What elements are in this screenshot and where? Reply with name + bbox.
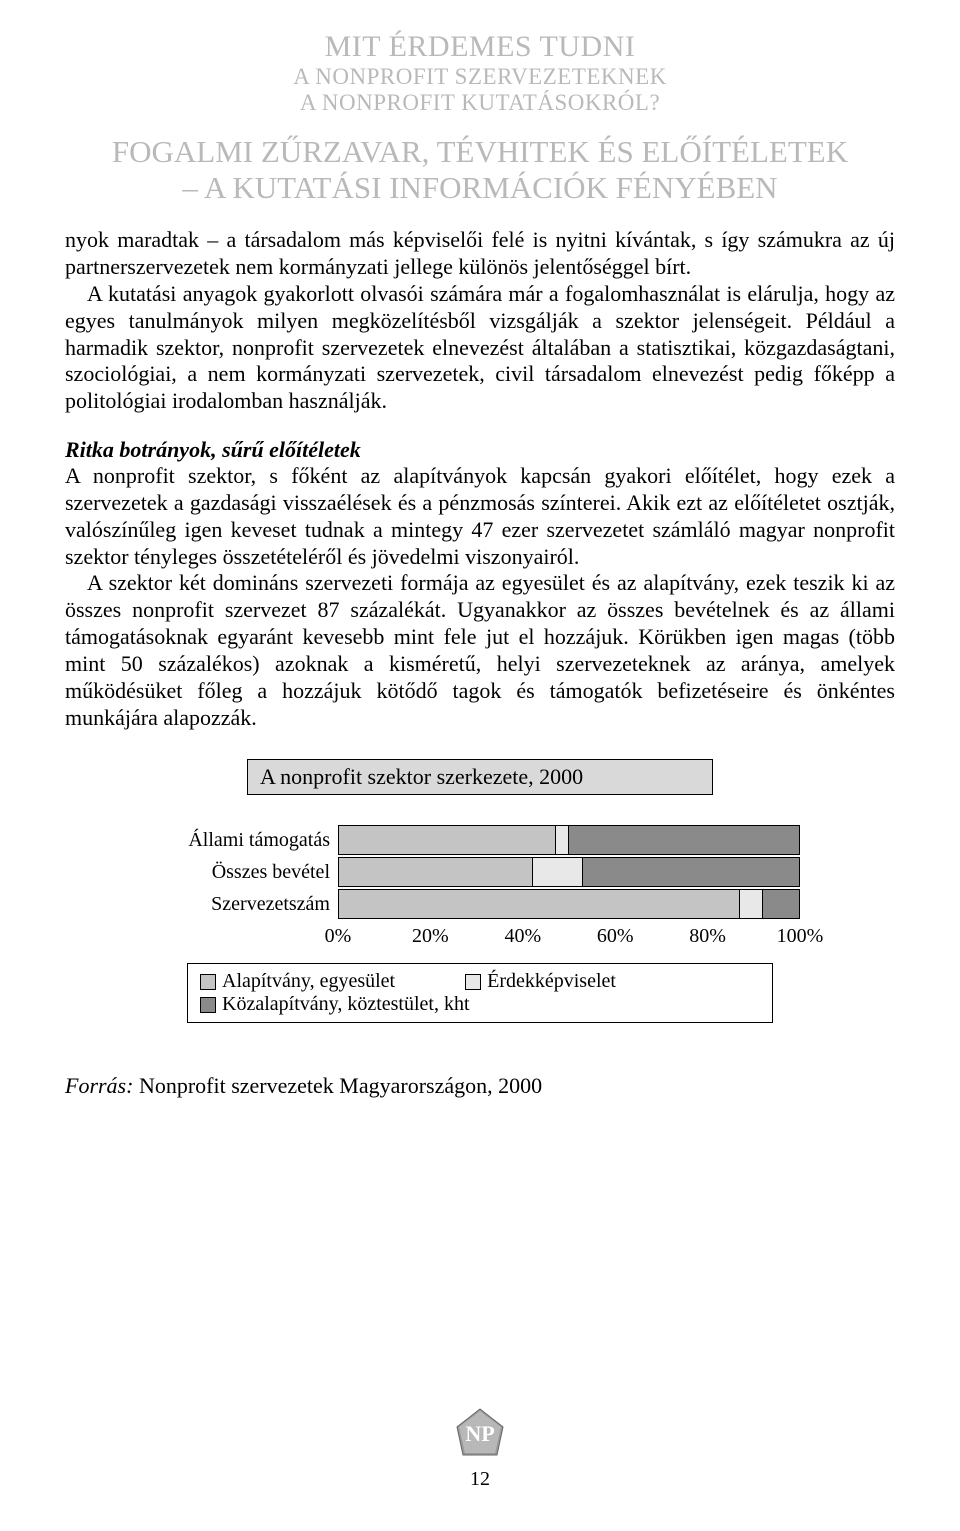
bar-2-seg-0	[339, 890, 740, 918]
footer-ornament-icon: NP	[453, 1407, 507, 1461]
document-page: MIT ÉRDEMES TUDNI A NONPROFIT SZERVEZETE…	[0, 0, 960, 1531]
bar-0-seg-0	[339, 826, 556, 854]
bar-1-seg-1	[533, 858, 584, 886]
tick-1: 20%	[412, 925, 449, 948]
paragraph-4: A szektor két domináns szervezeti formáj…	[65, 570, 895, 731]
y-label-2: Szervezetszám	[160, 893, 338, 916]
tick-2: 40%	[504, 925, 541, 948]
x-axis-ticks: 0% 20% 40% 60% 80% 100%	[160, 921, 800, 949]
tick-row: 0% 20% 40% 60% 80% 100%	[338, 921, 800, 949]
header-line-2: A NONPROFIT SZERVEZETEKNEK	[65, 64, 895, 90]
tick-0: 0%	[325, 925, 352, 948]
legend-swatch-0	[200, 974, 216, 990]
bar-1-seg-0	[339, 858, 533, 886]
paragraph-3: A nonprofit szektor, s főként az alapítv…	[65, 463, 895, 570]
y-label-0: Állami támogatás	[160, 829, 338, 852]
bar-0-seg-2	[569, 826, 800, 854]
subtitle-line-1: FOGALMI ZŰRZAVAR, TÉVHITEK ÉS ELŐÍTÉLETE…	[65, 134, 895, 170]
bar-track-1	[338, 857, 800, 887]
bar-2-seg-1	[740, 890, 763, 918]
chart-row-0: Állami támogatás	[160, 825, 800, 855]
running-header: MIT ÉRDEMES TUDNI A NONPROFIT SZERVEZETE…	[65, 30, 895, 116]
legend-label-1: Érdekképviselet	[487, 970, 616, 993]
source-label: Forrás:	[65, 1073, 133, 1098]
bar-track-0	[338, 825, 800, 855]
chart-row-2: Szervezetszám	[160, 889, 800, 919]
legend-swatch-2	[200, 997, 216, 1013]
chart-legend: Alapítvány, egyesület Érdekképviselet Kö…	[187, 963, 773, 1023]
bar-0-seg-1	[556, 826, 570, 854]
subtitle-block: FOGALMI ZŰRZAVAR, TÉVHITEK ÉS ELŐÍTÉLETE…	[65, 134, 895, 205]
legend-swatch-1	[465, 974, 481, 990]
y-label-1: Összes bevétel	[160, 861, 338, 884]
chart-plot: Állami támogatás Összes bevétel	[150, 795, 810, 1033]
tick-3: 60%	[597, 925, 634, 948]
subtitle-line-2: – A KUTATÁSI INFORMÁCIÓK FÉNYÉBEN	[65, 170, 895, 206]
legend-item-1: Érdekképviselet	[465, 970, 616, 993]
bar-track-2	[338, 889, 800, 919]
page-footer: NP 12	[0, 1407, 960, 1491]
tick-4: 80%	[689, 925, 726, 948]
bar-1-seg-2	[583, 858, 800, 886]
ornament-text: NP	[465, 1421, 494, 1446]
tick-5: 100%	[777, 925, 824, 948]
chart-source: Forrás: Nonprofit szervezetek Magyarorsz…	[65, 1073, 895, 1099]
page-number: 12	[0, 1468, 960, 1491]
header-line-3: A NONPROFIT KUTATÁSOKRÓL?	[65, 90, 895, 116]
chart-container: A nonprofit szektor szerkezete, 2000 Áll…	[150, 759, 810, 1033]
legend-label-0: Alapítvány, egyesület	[222, 970, 395, 993]
chart-rows: Állami támogatás Összes bevétel	[160, 825, 800, 919]
legend-item-0: Alapítvány, egyesület	[200, 970, 395, 993]
paragraph-1: nyok maradtak – a társadalom más képvise…	[65, 227, 895, 281]
chart-title: A nonprofit szektor szerkezete, 2000	[247, 759, 713, 795]
header-line-1: MIT ÉRDEMES TUDNI	[65, 30, 895, 64]
legend-label-2: Közalapítvány, köztestület, kht	[222, 993, 470, 1016]
chart-row-1: Összes bevétel	[160, 857, 800, 887]
bar-2-seg-2	[763, 890, 800, 918]
source-text: Nonprofit szervezetek Magyarországon, 20…	[133, 1073, 542, 1098]
paragraph-2: A kutatási anyagok gyakorlott olvasói sz…	[65, 281, 895, 415]
legend-item-2: Közalapítvány, köztestület, kht	[200, 993, 470, 1016]
section-heading: Ritka botrányok, sűrű előítéletek	[65, 437, 895, 463]
